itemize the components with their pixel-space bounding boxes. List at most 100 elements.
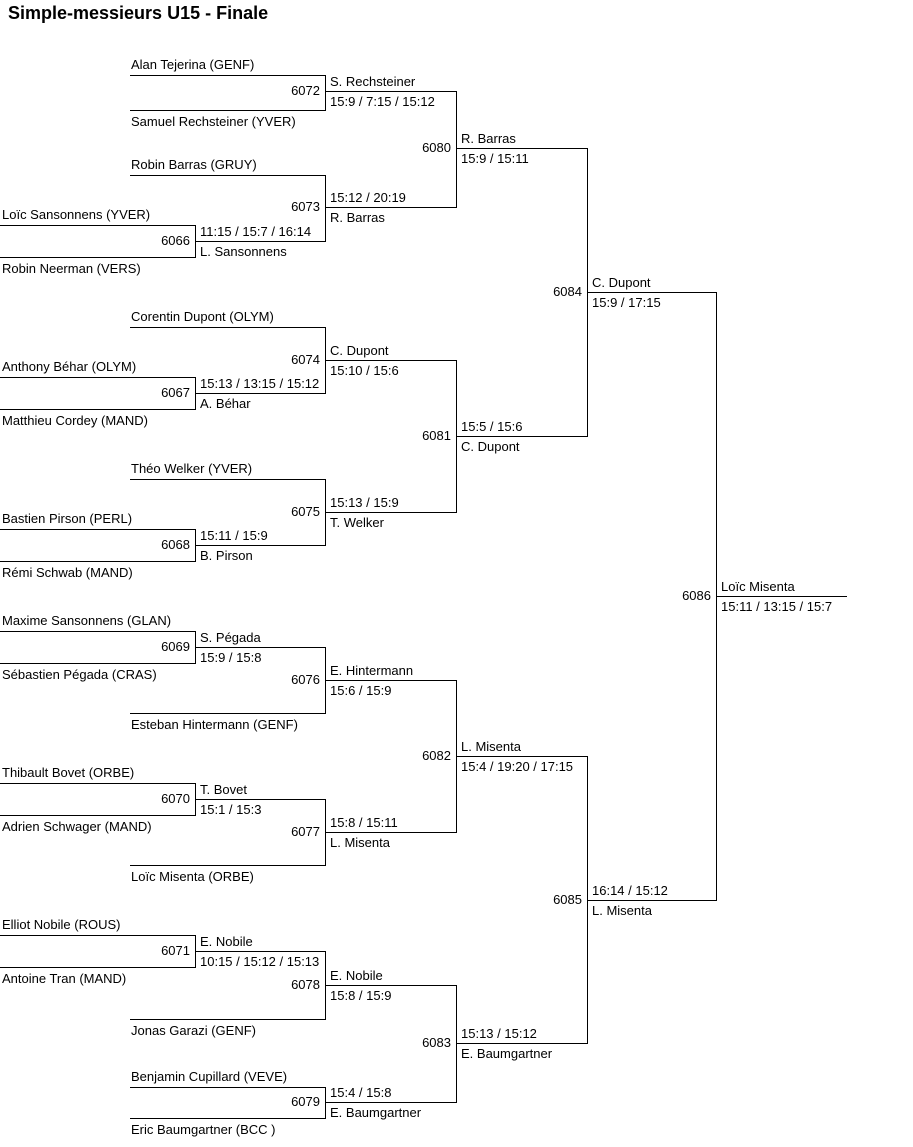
player-name: Adrien Schwager (MAND) [2,819,152,834]
m6072-bottom-line [130,110,325,111]
winner-name: L. Misenta [592,903,652,918]
match-number: 6072 [291,83,320,98]
winner-name: E. Baumgartner [330,1105,422,1120]
match-number: 6080 [422,140,451,155]
m6067-top-line [0,377,195,378]
m6070-top-line [0,783,195,784]
m6074-top-line [130,327,325,328]
player-name: Robin Barras (GRUY) [131,157,257,172]
match-score: 10:15 / 15:12 / 15:13 [200,954,320,969]
match-score: 15:1 / 15:3 [200,802,262,817]
match-score: 15:13 / 15:9 [330,495,399,510]
match-score: 15:13 / 13:15 / 15:12 [200,376,320,391]
match-score: 15:11 / 15:9 [200,528,268,543]
m6072-vertical-line [325,75,326,111]
match-number: 6067 [161,385,190,400]
m6074-winner-line [325,360,456,361]
winner-name: C. Dupont [461,439,520,454]
match-score: 15:8 / 15:11 [330,815,398,830]
winner-name: R. Barras [330,210,385,225]
match-score: 15:9 / 15:11 [461,151,529,166]
page-title: Simple-messieurs U15 - Finale [8,3,269,23]
m6069-winner-line [195,647,325,648]
player-name: Benjamin Cupillard (VEVE) [131,1069,288,1084]
match-number: 6083 [422,1035,451,1050]
m6075-winner-line [325,512,456,513]
player-name: Loïc Misenta (ORBE) [131,869,254,884]
match-score: 15:9 / 15:8 [200,650,262,665]
m6079-top-line [130,1087,325,1088]
player-name: Théo Welker (YVER) [131,461,253,476]
m6076-winner-line [325,680,456,681]
m6070-winner-line [195,799,325,800]
player-name: Elliot Nobile (ROUS) [2,917,121,932]
m6073-vertical-line [325,175,326,242]
winner-name: A. Béhar [200,396,251,411]
player-name: Loïc Sansonnens (YVER) [2,207,151,222]
match-score: 11:15 / 15:7 / 16:14 [200,224,312,239]
match-number: 6085 [553,892,582,907]
champion-name: Loïc Misenta [721,579,795,594]
winner-name: E. Nobile [200,934,253,949]
m6080-vertical-line [456,91,457,208]
m6072-top-line [130,75,325,76]
m6085-winner-line [587,900,716,901]
player-name: Sébastien Pégada (CRAS) [2,667,157,682]
winner-name: L. Sansonnens [200,244,287,259]
match-number: 6086 [682,588,711,603]
player-name: Robin Neerman (VERS) [2,261,141,276]
m6077-winner-line [325,832,456,833]
match-score: 16:14 / 15:12 [592,883,668,898]
match-number: 6073 [291,199,320,214]
player-name: Esteban Hintermann (GENF) [131,717,298,732]
m6066-top-line [0,225,195,226]
match-score: 15:4 / 15:8 [330,1085,392,1100]
player-name: Bastien Pirson (PERL) [2,511,133,526]
match-number: 6068 [161,537,190,552]
m6080-winner-line [456,148,587,149]
player-name: Matthieu Cordey (MAND) [2,413,148,428]
m6068-winner-line [195,545,325,546]
winner-name: S. Rechsteiner [330,74,416,89]
m6086-champion-line [716,596,847,597]
m6079-bottom-line [130,1118,325,1119]
m6066-winner-line [195,241,325,242]
winner-name: T. Bovet [200,782,247,797]
m6067-bottom-line [0,409,195,410]
m6073-top-line [130,175,325,176]
m6084-winner-line [587,292,716,293]
match-number: 6079 [291,1094,320,1109]
match-number: 6075 [291,504,320,519]
winner-name: S. Pégada [200,630,261,645]
m6082-winner-line [456,756,587,757]
m6071-top-line [0,935,195,936]
winner-name: E. Hintermann [330,663,414,678]
winner-name: E. Baumgartner [461,1046,553,1061]
match-score: 15:5 / 15:6 [461,419,523,434]
match-number: 6074 [291,352,320,367]
m6079-winner-line [325,1102,456,1103]
player-name: Samuel Rechsteiner (YVER) [131,114,296,129]
winner-name: L. Misenta [461,739,521,754]
winner-name: L. Misenta [330,835,390,850]
match-number: 6070 [161,791,190,806]
winner-name: B. Pirson [200,548,253,563]
m6076-bottom-line [130,713,325,714]
winner-name: E. Nobile [330,968,383,983]
match-number: 6084 [553,284,582,299]
m6083-winner-line [456,1043,587,1044]
player-name: Corentin Dupont (OLYM) [131,309,274,324]
player-name: Antoine Tran (MAND) [2,971,127,986]
match-score: 15:8 / 15:9 [330,988,392,1003]
match-score: 15:4 / 19:20 / 17:15 [461,759,574,774]
match-score: 15:9 / 17:15 [592,295,661,310]
m6079-vertical-line [325,1087,326,1119]
player-name: Maxime Sansonnens (GLAN) [2,613,172,628]
match-score: 15:11 / 13:15 / 15:7 [721,599,833,614]
m6083-vertical-line [456,985,457,1103]
match-number: 6071 [161,943,190,958]
m6067-winner-line [195,393,325,394]
m6071-bottom-line [0,967,195,968]
match-number: 6069 [161,639,190,654]
